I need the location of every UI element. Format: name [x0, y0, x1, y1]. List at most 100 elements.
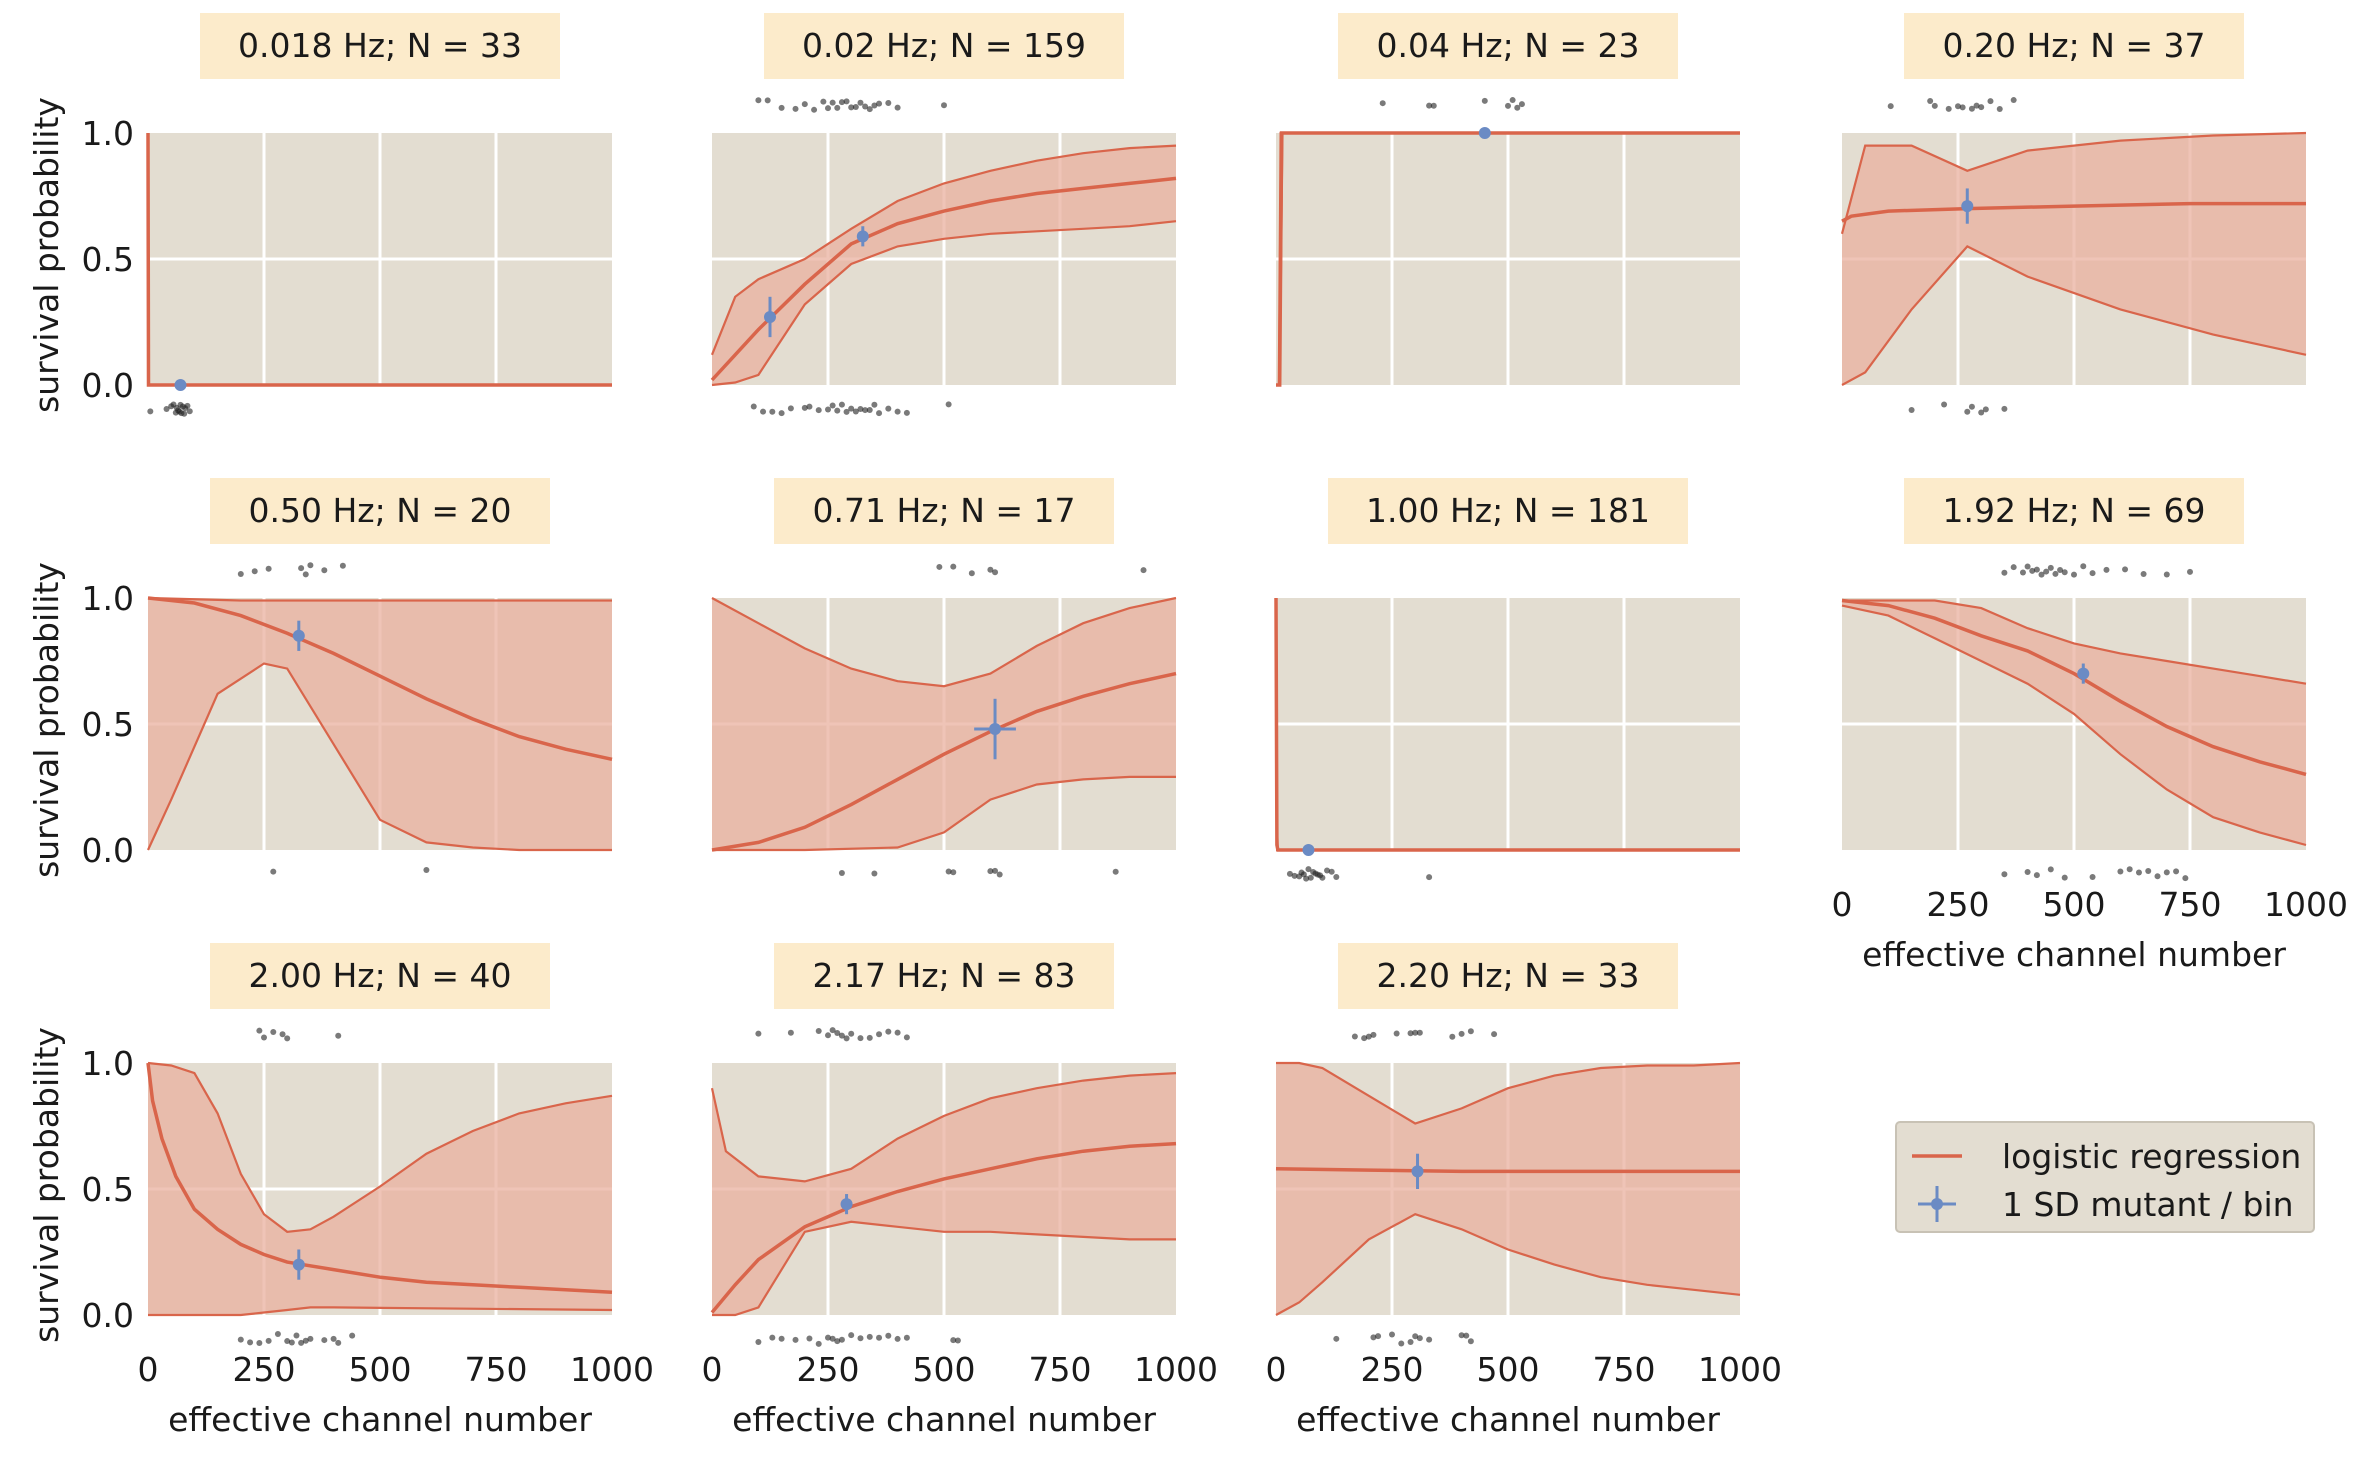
- died-point: [302, 1337, 309, 1344]
- bin-marker: [292, 629, 305, 642]
- band-upper-line: [147, 1061, 613, 1233]
- survived-point: [764, 97, 771, 104]
- survived-point: [1518, 101, 1525, 108]
- survived-point: [261, 1034, 267, 1041]
- subplot: 0.20 Hz; N = 37: [1840, 13, 2307, 416]
- died-point: [750, 403, 757, 410]
- died-point: [1333, 874, 1340, 881]
- panel-title: 0.20 Hz; N = 37: [1904, 13, 2244, 79]
- died-point: [186, 408, 193, 415]
- bin-marker: [1961, 200, 1974, 213]
- band-lower-line: [148, 1306, 613, 1317]
- survived-point: [2061, 569, 2068, 576]
- panel-title: 1.92 Hz; N = 69: [1904, 478, 2244, 544]
- survived-point: [2103, 566, 2110, 573]
- survived-point: [885, 99, 892, 106]
- died-point: [2135, 869, 2142, 876]
- survived-point: [941, 102, 947, 109]
- panel-title-text: 0.04 Hz; N = 23: [1376, 26, 1639, 65]
- band-upper-line: [710, 1072, 1177, 1183]
- logistic-fit-line: [146, 1062, 613, 1295]
- x-tick-label: 250: [233, 1350, 296, 1389]
- died-point: [1286, 870, 1293, 877]
- survived-point: [251, 568, 258, 575]
- survived-point: [755, 97, 762, 104]
- died-point: [1375, 1333, 1382, 1340]
- survived-point: [2047, 564, 2054, 571]
- survived-point: [2019, 569, 2026, 576]
- x-tick-label: 750: [2159, 885, 2222, 924]
- bin-marker: [840, 1198, 853, 1211]
- survived-point: [279, 1031, 286, 1038]
- died-point: [1426, 1336, 1433, 1343]
- subplot: 0.04 Hz; N = 23: [1276, 13, 1740, 387]
- died-point: [857, 406, 864, 413]
- survived-point: [1955, 103, 1961, 110]
- survived-point: [992, 569, 999, 576]
- died-point: [987, 868, 994, 875]
- died-point: [181, 410, 188, 417]
- died-point: [857, 1335, 864, 1342]
- panel-title-text: 2.20 Hz; N = 33: [1376, 956, 1639, 995]
- died-point: [787, 405, 794, 412]
- died-point: [265, 1337, 272, 1344]
- died-point: [825, 406, 831, 413]
- x-axis-label: effective channel number: [1862, 935, 2286, 974]
- panel-title: 2.00 Hz; N = 40: [210, 943, 550, 1009]
- died-point: [1467, 1338, 1474, 1345]
- x-tick-label: 0: [702, 1350, 723, 1389]
- died-point: [843, 408, 850, 415]
- panel-title-box: [1904, 478, 2244, 544]
- panel-title-box: [1338, 943, 1678, 1009]
- survived-point: [1481, 97, 1488, 104]
- x-axis-label: effective channel number: [732, 1400, 1156, 1439]
- band-lower-line: [711, 220, 1177, 387]
- band-lower-line: [1275, 1213, 1741, 1316]
- died-point: [298, 1339, 305, 1346]
- survived-point: [894, 1029, 901, 1036]
- died-point: [1982, 406, 1989, 413]
- survived-point: [787, 1029, 794, 1036]
- died-point: [293, 1332, 300, 1339]
- survived-point: [894, 104, 901, 111]
- died-point: [270, 868, 277, 875]
- survived-point: [2080, 563, 2087, 570]
- survived-point: [903, 1034, 910, 1041]
- band-lower-line: [147, 662, 612, 852]
- died-point: [992, 867, 999, 874]
- survived-point: [307, 562, 314, 569]
- survived-point: [1968, 105, 1975, 112]
- survived-point: [866, 106, 873, 113]
- survived-point: [2163, 571, 2170, 578]
- y-tick-label: 0.5: [82, 240, 134, 279]
- survived-point: [265, 565, 272, 572]
- survived-point: [1458, 1030, 1465, 1037]
- died-point: [321, 1337, 328, 1344]
- legend-label: 1 SD mutant / bin: [2002, 1185, 2294, 1224]
- panel-title: 0.02 Hz; N = 159: [764, 13, 1124, 79]
- logistic-fit-line: [710, 1141, 1177, 1314]
- survived-point: [829, 99, 836, 106]
- died-point: [829, 402, 836, 409]
- died-point: [2154, 873, 2161, 880]
- survived-point: [815, 1028, 822, 1035]
- subplot: 0.018 Hz; N = 33 0.0 0.5 1.0 survival probab…: [27, 13, 612, 417]
- survived-point: [335, 1032, 342, 1039]
- survived-point: [1365, 1033, 1372, 1040]
- legend: logistic regression 1 SD mutant / bin: [1895, 1121, 2315, 1233]
- confidence-band: [712, 598, 1176, 850]
- y-tick-label: 0.5: [82, 705, 134, 744]
- panel-title-box: [1338, 13, 1678, 79]
- died-point: [1426, 874, 1433, 881]
- died-point: [184, 402, 191, 409]
- died-point: [1389, 1331, 1395, 1338]
- died-point: [945, 868, 952, 875]
- legend-box: [1895, 1121, 2315, 1233]
- survived-point: [1959, 104, 1966, 111]
- died-point: [2061, 874, 2068, 881]
- died-point: [866, 1333, 873, 1340]
- subplot: 0.71 Hz; N = 17: [711, 478, 1177, 878]
- subplot: 1.92 Hz; N = 69 0 250 500 750 1000 effective c…: [1832, 478, 2348, 974]
- survived-point: [755, 1030, 762, 1037]
- x-axis-label: effective channel number: [1296, 1400, 1720, 1439]
